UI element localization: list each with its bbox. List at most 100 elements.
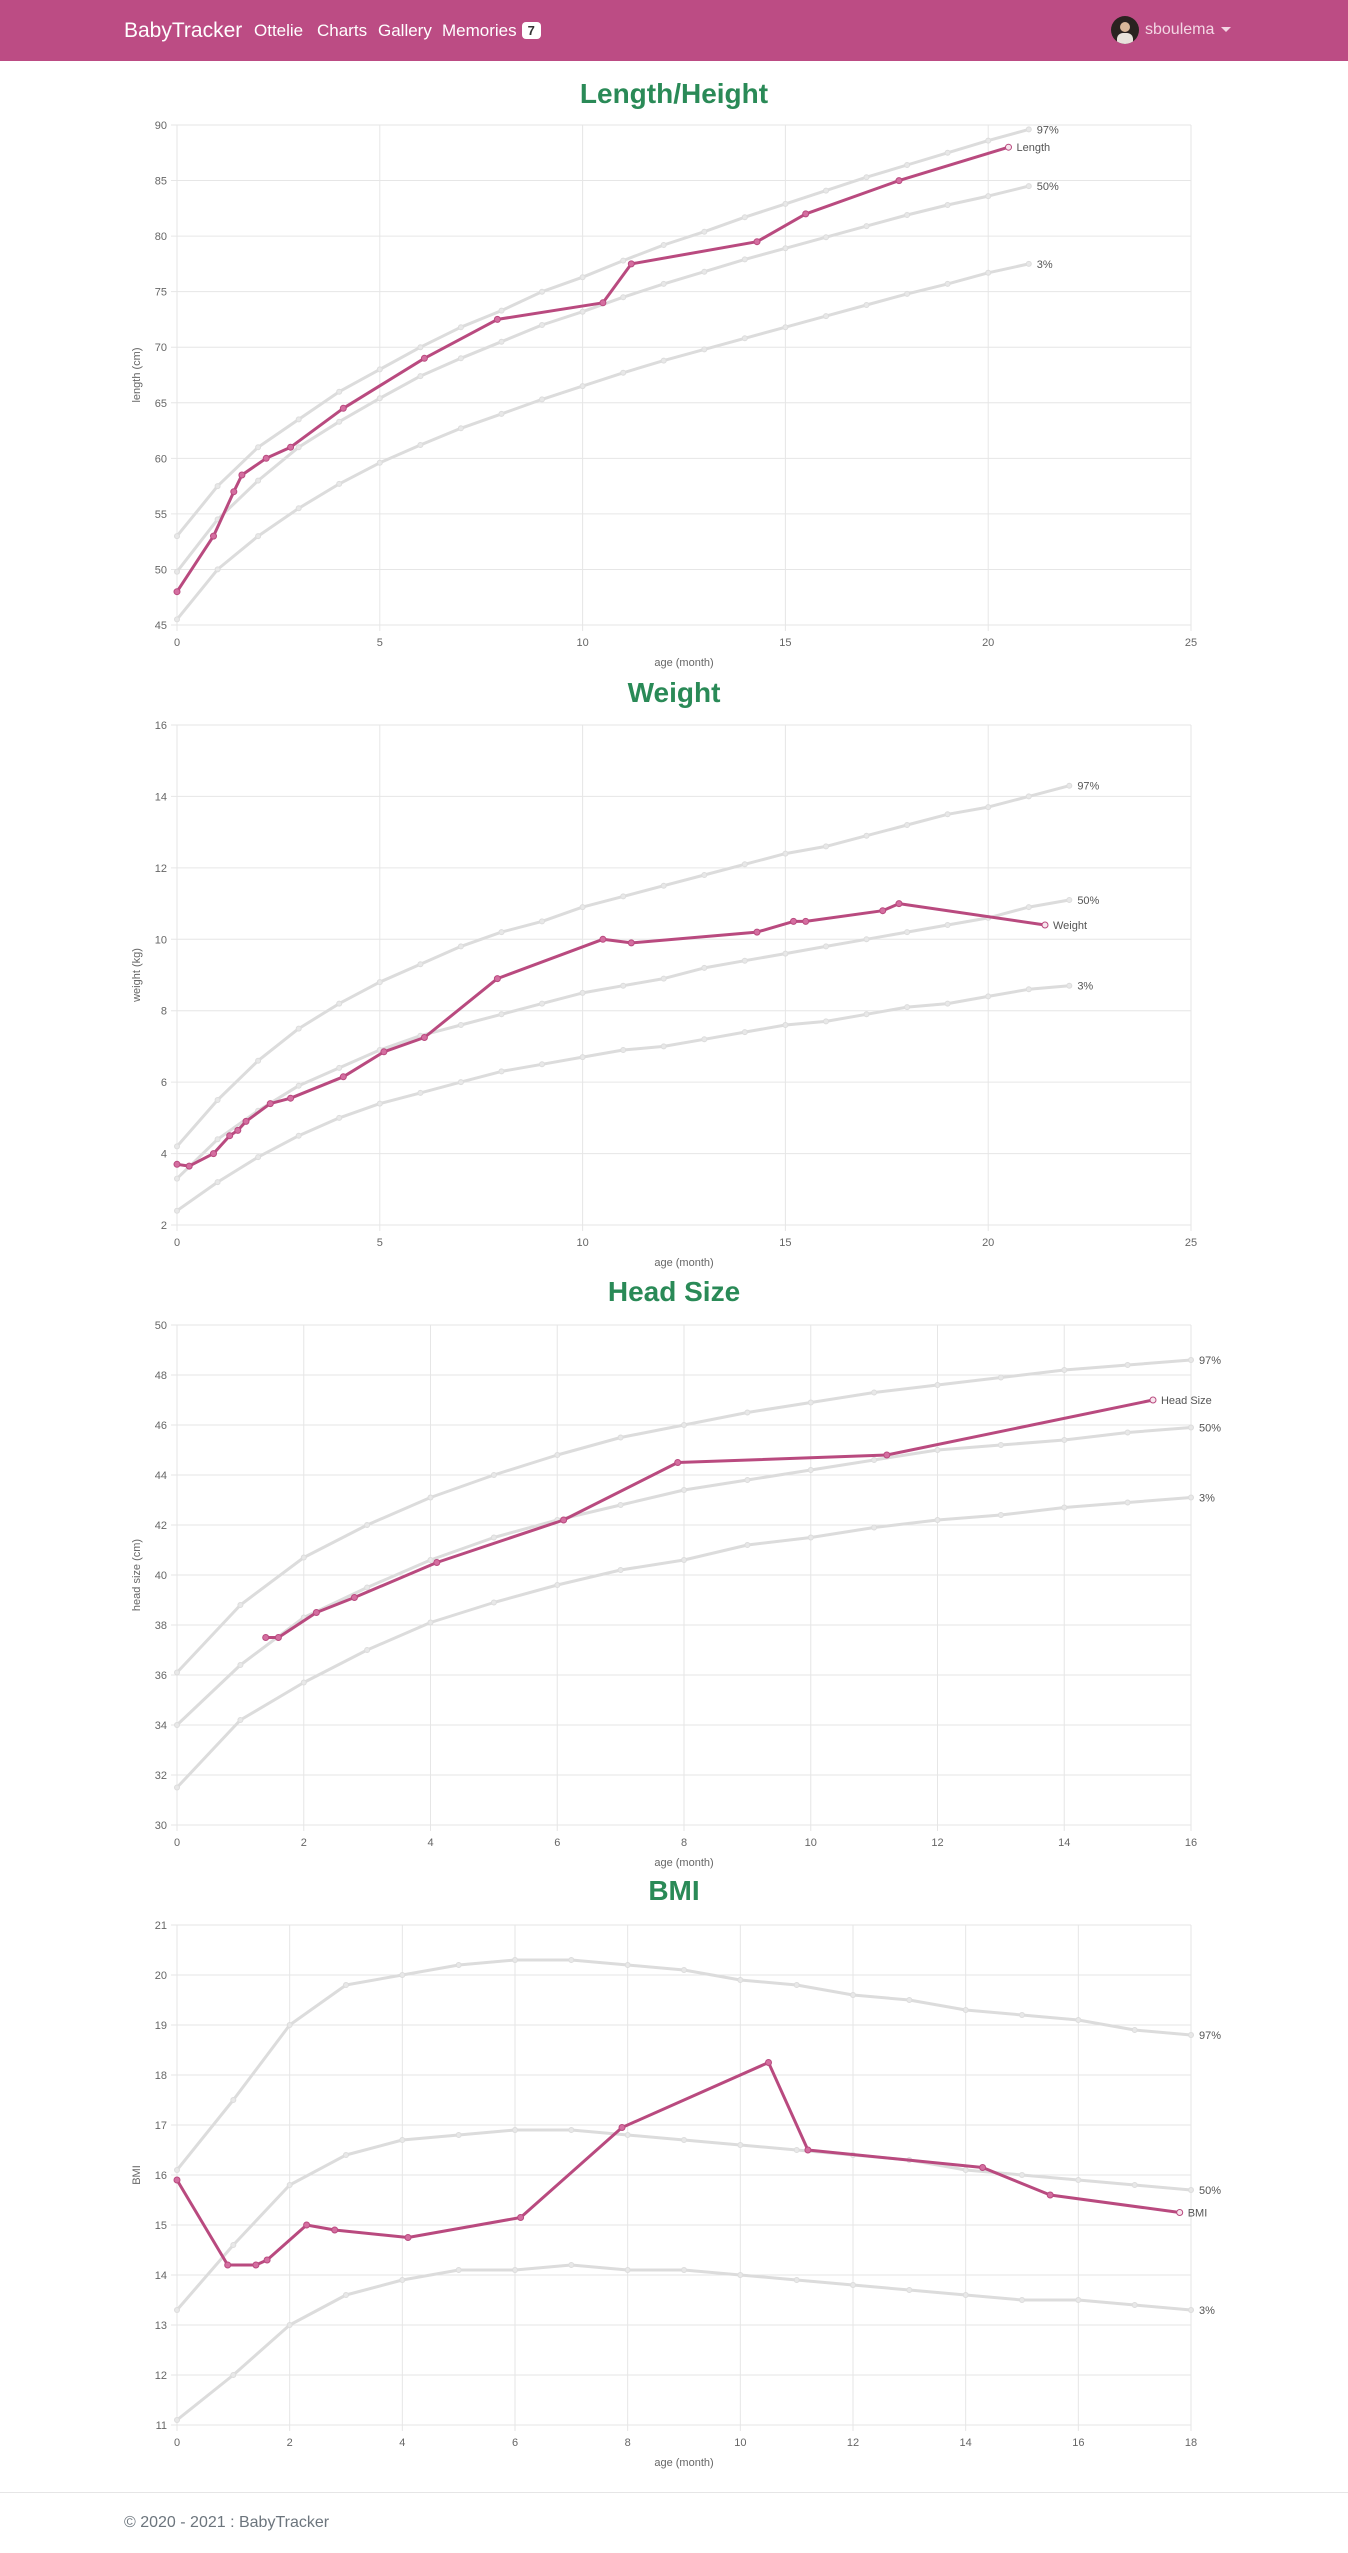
series-label-head-size: Head Size [1161,1395,1212,1407]
data-point-50pct [1188,2187,1194,2193]
y-tick-label: 34 [155,1720,167,1732]
data-point-length [262,454,270,462]
data-point-weight [599,935,607,943]
y-tick-label: 8 [161,1006,167,1018]
data-point-97pct [1025,793,1032,800]
x-tick-label: 8 [681,1837,687,1849]
data-point-bmi [173,2176,181,2184]
data-point-length [493,315,501,323]
y-tick-label: 38 [155,1620,167,1632]
data-point-3pct [744,1542,751,1548]
data-point-50pct [620,982,627,989]
data-point-50pct [427,1557,434,1563]
y-tick-label: 36 [155,1670,167,1682]
series-label-3pct: 3% [1037,259,1053,271]
user-menu-toggle[interactable]: sboulema [1145,21,1215,38]
data-point-50pct [336,1064,343,1071]
nav-link-ottelie[interactable]: Ottelie [254,21,304,40]
data-point-97pct [174,533,180,540]
series-label-bmi: BMI [1188,2208,1208,2220]
y-tick-label: 12 [155,863,167,875]
x-tick-label: 8 [625,2437,631,2449]
data-point-bmi [517,2214,525,2221]
series-label-97pct: 97% [1077,781,1099,793]
data-point-50pct [399,2137,406,2143]
data-point-97pct [741,861,748,868]
memories-count-badge: 7 [521,22,541,39]
data-point-97pct [498,929,505,936]
data-point-97pct [807,1399,814,1406]
data-point-3pct [1066,982,1073,989]
data-point-length [230,488,238,496]
nav-link-charts[interactable]: Charts [317,21,368,40]
data-point-50pct [1075,2177,1082,2183]
data-point-97pct [1188,1357,1194,1363]
nav-link-gallery[interactable]: Gallery [378,21,432,40]
data-point-3pct [863,302,870,308]
data-point-3pct [376,459,383,466]
data-point-97pct [701,228,708,235]
data-point-weight [895,900,903,908]
data-point-97pct [617,1434,624,1441]
data-point-97pct [793,1982,800,1988]
data-point-weight [753,928,761,936]
y-tick-label: 21 [155,1920,167,1932]
data-point-3pct [417,442,424,448]
data-point-3pct [457,425,464,432]
data-point-50pct [741,957,748,964]
y-tick-label: 70 [155,342,167,354]
footer-divider [0,2492,1348,2493]
data-point-3pct [617,1567,624,1573]
data-point-3pct [985,993,992,1000]
data-point-weight [339,1073,347,1081]
data-point-3pct [1124,1499,1131,1506]
data-point-3pct [823,1018,829,1025]
y-tick-label: 46 [155,1420,167,1432]
data-point-50pct [962,2167,969,2173]
user-avatar[interactable] [1111,16,1139,44]
x-tick-label: 0 [174,637,180,649]
weight-chart: 0 5 10 15 20 25 2 4 6 8 10 12 14 16 age (month) weight … [131,720,1197,1269]
x-tick-label: 0 [174,1237,180,1249]
data-point-97pct [906,1997,913,2003]
series-label-length: Length [1016,142,1050,154]
data-point-50pct [782,950,789,957]
data-point-3pct [539,396,545,403]
data-point-97pct [985,137,992,144]
data-point-50pct [568,2127,575,2133]
y-axis-label: weight (kg) [131,948,143,1003]
nav-link-memories[interactable]: Memories 7 [442,21,541,41]
x-tick-label: 0 [174,1837,180,1849]
data-point-50pct [237,1662,244,1668]
data-point-50pct [997,1442,1004,1448]
brand-link[interactable]: BabyTracker [124,19,243,42]
data-point-3pct [701,346,708,353]
data-point-weight [493,975,501,983]
y-tick-label: 40 [155,1570,167,1582]
data-point-97pct [174,1143,180,1150]
data-point-50pct [364,1584,371,1591]
series-label-3pct: 3% [1199,1493,1215,1505]
data-point-3pct [782,324,789,331]
data-point-97pct [681,1422,687,1428]
data-point-97pct [300,1554,307,1561]
x-axis-label: age (month) [654,1857,713,1869]
data-point-bmi [263,2256,271,2264]
data-point-length [287,443,295,451]
x-tick-label: 5 [377,1237,383,1249]
series-label-weight: Weight [1053,920,1087,932]
footer-text: © 2020 - 2021 : BabyTracker [124,2514,330,2531]
data-point-3pct [624,2267,631,2273]
series-label-3pct: 3% [1199,2305,1215,2317]
data-point-3pct [660,357,667,364]
data-point-50pct [490,1534,497,1541]
data-point-3pct [741,335,748,342]
data-point-head-size [674,1459,682,1466]
data-point-length [599,299,607,307]
data-point-weight [242,1117,250,1125]
chevron-down-icon[interactable] [1221,27,1231,32]
data-point-3pct [681,1557,687,1563]
data-point-50pct [807,1467,814,1473]
data-point-97pct [417,344,424,351]
data-point-50pct [336,418,343,425]
